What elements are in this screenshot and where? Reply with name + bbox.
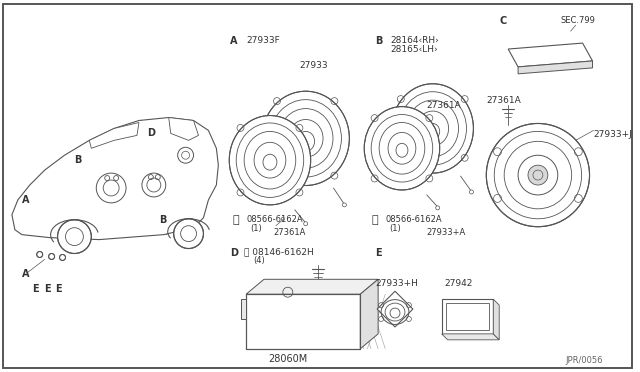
- Text: 27361A: 27361A: [486, 96, 521, 105]
- Polygon shape: [169, 118, 198, 140]
- Text: 27361A: 27361A: [273, 228, 305, 237]
- Text: A: A: [22, 269, 29, 279]
- Circle shape: [60, 254, 65, 260]
- Ellipse shape: [229, 116, 310, 205]
- Polygon shape: [246, 279, 378, 294]
- Text: Ⓑ 08146-6162H: Ⓑ 08146-6162H: [244, 247, 314, 257]
- Bar: [445, 303, 490, 330]
- Text: B: B: [375, 36, 383, 46]
- Text: JPR/0056: JPR/0056: [566, 356, 604, 365]
- Text: SEC.799: SEC.799: [561, 16, 596, 25]
- Circle shape: [49, 253, 54, 259]
- Text: 08566-6162A: 08566-6162A: [385, 215, 442, 224]
- Text: E: E: [56, 284, 62, 294]
- Ellipse shape: [364, 107, 440, 190]
- Text: Ⓢ: Ⓢ: [371, 215, 378, 225]
- Text: A: A: [22, 195, 29, 205]
- Text: 27933+A: 27933+A: [427, 228, 466, 237]
- Circle shape: [486, 124, 589, 227]
- Polygon shape: [90, 122, 139, 148]
- Text: 27933: 27933: [300, 61, 328, 70]
- Text: D: D: [147, 128, 155, 138]
- Polygon shape: [442, 334, 499, 340]
- Circle shape: [58, 220, 92, 253]
- Text: B: B: [159, 215, 166, 225]
- Polygon shape: [518, 61, 593, 74]
- Circle shape: [528, 165, 548, 185]
- Polygon shape: [241, 299, 246, 319]
- Ellipse shape: [262, 91, 349, 186]
- Text: (4): (4): [253, 256, 265, 266]
- Polygon shape: [377, 291, 413, 327]
- Text: A: A: [230, 36, 237, 46]
- Ellipse shape: [392, 84, 474, 173]
- Bar: [442, 299, 493, 334]
- Text: E: E: [375, 247, 382, 257]
- Text: 27933+J: 27933+J: [593, 131, 632, 140]
- Text: E: E: [32, 284, 38, 294]
- Text: B: B: [74, 155, 82, 165]
- Text: 27933F: 27933F: [246, 36, 280, 45]
- Text: 28165‹LH›: 28165‹LH›: [390, 45, 438, 54]
- Text: 27933+H: 27933+H: [375, 279, 418, 288]
- Text: Ⓢ: Ⓢ: [232, 215, 239, 225]
- Polygon shape: [12, 118, 218, 240]
- Polygon shape: [508, 43, 593, 67]
- Text: C: C: [169, 121, 176, 131]
- Text: (1): (1): [250, 224, 262, 233]
- Text: C: C: [499, 16, 506, 26]
- Text: 08566-6162A: 08566-6162A: [246, 215, 303, 224]
- Polygon shape: [360, 279, 378, 349]
- Text: (1): (1): [389, 224, 401, 233]
- Text: 28164‹RH›: 28164‹RH›: [390, 36, 439, 45]
- Polygon shape: [246, 294, 360, 349]
- Text: 27361A: 27361A: [427, 101, 461, 110]
- Circle shape: [36, 251, 43, 257]
- Text: 27942: 27942: [445, 279, 473, 288]
- Polygon shape: [493, 299, 499, 340]
- Text: 28060M: 28060M: [268, 354, 307, 364]
- Circle shape: [173, 219, 204, 248]
- Text: E: E: [44, 284, 51, 294]
- Text: D: D: [230, 247, 238, 257]
